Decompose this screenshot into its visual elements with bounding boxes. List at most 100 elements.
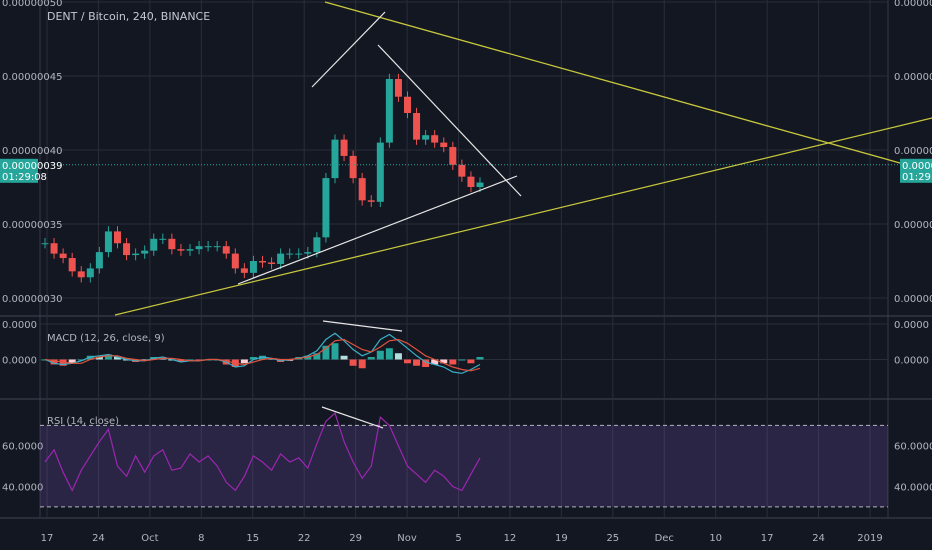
macd-histogram-bar — [322, 345, 330, 360]
macd-histogram-bar — [259, 355, 266, 360]
macd-pane — [41, 332, 484, 374]
time-tick-label: 10 — [709, 533, 722, 544]
time-tick-label: 12 — [504, 533, 517, 544]
candle-body — [458, 164, 466, 177]
candle-body — [313, 237, 321, 253]
trendline — [324, 1, 932, 173]
macd-histogram-bar — [449, 359, 457, 365]
rsi-pane — [40, 412, 888, 508]
candle-body — [104, 231, 112, 253]
macd-histogram-bar — [476, 357, 484, 360]
candle-body — [322, 178, 330, 238]
time-tick-label: 5 — [455, 533, 461, 544]
candle-body — [467, 176, 475, 187]
time-tick-label: 15 — [246, 533, 259, 544]
rsi-tick-label-left: 60.0000 — [2, 442, 43, 453]
current-price-tag-left — [0, 158, 38, 183]
macd-histogram-bar — [458, 359, 466, 361]
trendlines — [0, 1, 932, 429]
macd-histogram-bar — [349, 359, 357, 366]
time-tick-label: 22 — [298, 533, 311, 544]
macd-histogram-bar — [95, 357, 103, 360]
candle-body — [249, 261, 257, 273]
candle-body — [376, 142, 384, 202]
macd-histogram-bar — [68, 359, 76, 364]
rsi-tick-label: 60.0000 — [894, 442, 932, 453]
candle-body — [86, 268, 94, 278]
candle-body — [422, 135, 430, 140]
candle-body — [132, 253, 140, 256]
candle-body — [358, 178, 366, 201]
candle-body — [277, 253, 285, 264]
macd-histogram-bar — [358, 359, 366, 369]
candle-body — [186, 249, 194, 251]
signal-line — [44, 338, 481, 372]
macd-histogram-bar — [240, 359, 248, 364]
price-tick-label: 0.00000045 — [894, 72, 932, 83]
candle-body — [476, 182, 484, 187]
candle-body — [449, 147, 457, 165]
candle-body — [286, 253, 294, 255]
rsi-band-fill — [40, 425, 888, 507]
macd-tick-label: 0.0000 — [894, 320, 929, 331]
macd-histogram-bar — [50, 359, 58, 365]
candle-body — [50, 243, 58, 254]
macd-histogram-bar — [340, 355, 348, 360]
macd-histogram-bar — [376, 350, 384, 360]
candle-body — [440, 142, 448, 148]
trendline — [322, 320, 403, 332]
time-tick-label: 25 — [606, 533, 619, 544]
bar-countdown: 01:29:08 — [902, 172, 932, 183]
macd-histogram-bar — [77, 359, 85, 361]
macd-histogram-bar — [141, 359, 149, 361]
bar-countdown: 01:29:08 — [2, 172, 47, 183]
macd-histogram-bar — [394, 353, 402, 360]
macd-tick-label-left: 0.0000 — [2, 356, 37, 367]
candle-body — [150, 238, 158, 251]
trendline — [377, 44, 522, 197]
candle-body — [77, 271, 85, 278]
macd-histogram-bar — [104, 354, 112, 360]
chart-title: DENT / Bitcoin, 240, BINANCE — [47, 10, 210, 23]
macd-tick-label: 0.0000 — [894, 356, 929, 367]
trendline — [114, 117, 932, 316]
macd-histogram-bar — [440, 359, 448, 364]
time-axis: 17 24 Oct 8 15 22 29 Nov 5 12 19 25 Dec 10 17 24 2019 — [41, 533, 883, 544]
current-price-value: 0.00000039 — [902, 161, 932, 172]
time-tick-label: 24 — [92, 533, 105, 544]
time-tick-label: 19 — [555, 533, 568, 544]
candle-body — [222, 246, 230, 254]
candle-body — [331, 139, 339, 179]
candle-body — [394, 78, 402, 97]
candle-body — [95, 252, 103, 269]
candle-body — [204, 246, 212, 248]
candle-body — [41, 243, 49, 245]
candle-body — [231, 253, 239, 269]
candle-body — [213, 246, 221, 248]
candle-body — [177, 249, 185, 251]
candle-body — [68, 258, 76, 272]
macd-histogram-bar — [413, 359, 421, 366]
candle-body — [340, 139, 348, 156]
trendline — [321, 406, 384, 429]
price-tick-label: 0.00000040 — [894, 146, 932, 157]
pane-labels: 0.0000003901:29:080.0000003901:29:08MACD… — [0, 10, 932, 427]
macd-histogram-bar — [404, 359, 411, 364]
candle-body — [404, 96, 411, 113]
current-price-tag-right — [900, 158, 932, 183]
macd-label: MACD (12, 26, close, 9) — [47, 333, 165, 344]
time-tick-label: 29 — [349, 533, 362, 544]
candle-body — [259, 261, 266, 263]
macd-histogram-bar — [313, 353, 321, 360]
candle-body — [59, 253, 67, 259]
time-tick-label: 8 — [198, 533, 204, 544]
price-axis: 0.00000050 0.00000045 0.00000040 0.00000035… — [894, 0, 932, 493]
macd-histogram-bar — [177, 359, 185, 362]
price-tick-label-left: 0.00000030 — [2, 294, 62, 305]
rsi-tick-label: 40.0000 — [894, 482, 932, 493]
price-tick-label-left: 0.00000050 — [2, 0, 62, 9]
rsi-band — [40, 425, 888, 507]
